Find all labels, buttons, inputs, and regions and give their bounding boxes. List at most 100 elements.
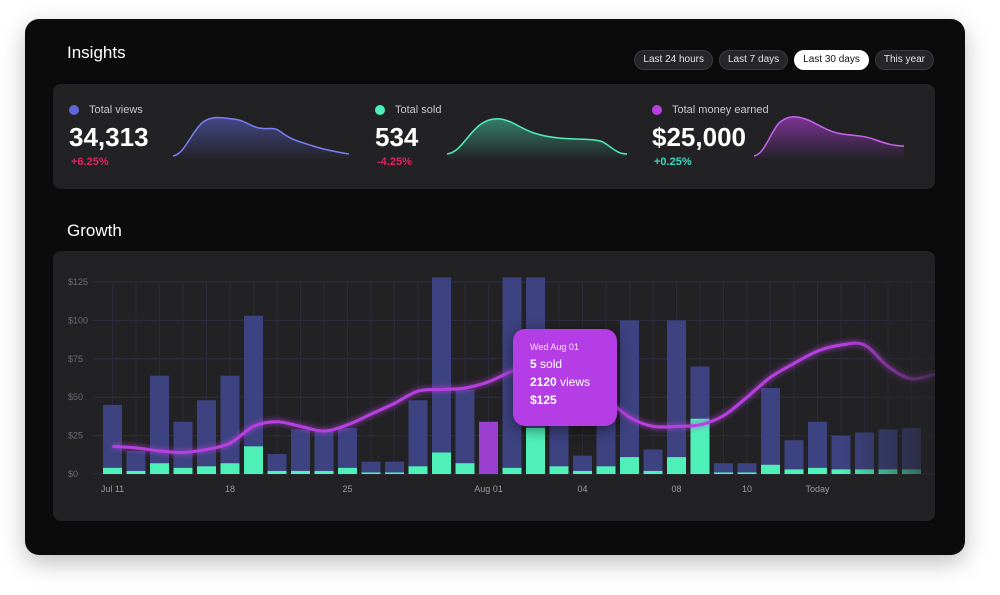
tooltip-money: $125 <box>530 393 557 407</box>
stat-label: Total money earned <box>672 104 769 116</box>
sold-bar[interactable] <box>761 464 780 474</box>
sold-bar[interactable] <box>150 463 169 474</box>
sold-bar[interactable] <box>267 470 287 474</box>
sold-bar[interactable] <box>361 472 381 474</box>
views-bar[interactable] <box>432 277 451 474</box>
stat-total-money-earned[interactable]: Total money earned $25,000 +0.25% <box>652 84 922 189</box>
total-money-legend-dot <box>652 105 662 115</box>
views-bar[interactable] <box>197 400 216 474</box>
y-tick-label: $25 <box>68 431 83 441</box>
sold-bar[interactable] <box>690 418 710 474</box>
chart-tooltip: Wed Aug 01 5 sold 2120 views $125 <box>513 329 617 426</box>
y-tick-label: $100 <box>68 315 88 325</box>
chart-fade-overlay <box>843 251 935 481</box>
views-bar[interactable] <box>267 454 287 474</box>
views-bar[interactable] <box>126 450 146 474</box>
views-bar[interactable] <box>150 375 169 474</box>
x-tick-label: Today <box>805 484 830 494</box>
sold-bar[interactable] <box>173 467 193 474</box>
dashboard-window: Insights Last 24 hours Last 7 days Last … <box>25 19 965 555</box>
insights-title: Insights <box>67 43 126 62</box>
range-last-30-days[interactable]: Last 30 days <box>794 50 869 70</box>
x-tick-label: Aug 01 <box>474 484 503 494</box>
stat-change: +6.25% <box>71 156 109 168</box>
y-tick-label: $75 <box>68 354 83 364</box>
stat-total-views[interactable]: Total views 34,313 +6.25% <box>69 84 359 189</box>
views-bar[interactable] <box>244 315 263 474</box>
views-bar[interactable] <box>408 400 428 474</box>
views-bar[interactable] <box>314 429 334 474</box>
total-views-legend-dot <box>69 105 79 115</box>
views-bar[interactable] <box>385 461 404 474</box>
views-bar[interactable] <box>338 427 357 474</box>
sold-bar[interactable] <box>502 467 522 474</box>
stats-card: Total views 34,313 +6.25% Total sold <box>53 84 935 189</box>
tooltip-views-label: views <box>560 375 591 389</box>
views-bar[interactable] <box>667 320 686 474</box>
views-bar[interactable] <box>549 424 569 474</box>
views-bar[interactable] <box>502 277 522 474</box>
sold-bar[interactable] <box>667 457 686 474</box>
views-bar[interactable] <box>103 404 122 474</box>
sold-bar[interactable] <box>596 466 616 474</box>
sold-bar[interactable] <box>432 452 451 474</box>
range-this-year[interactable]: This year <box>874 50 934 70</box>
sold-bar[interactable] <box>526 427 545 474</box>
total-sold-sparkline <box>447 118 627 160</box>
sold-bar[interactable] <box>126 470 146 474</box>
sold-bar[interactable] <box>831 469 851 474</box>
x-tick-label: 25 <box>342 484 352 494</box>
range-last-24-hours[interactable]: Last 24 hours <box>634 50 713 70</box>
sold-bar[interactable] <box>385 472 404 474</box>
y-tick-label: $0 <box>68 469 78 479</box>
sold-bar[interactable] <box>197 466 216 474</box>
sold-bar[interactable] <box>784 469 804 474</box>
x-tick-label: Jul 11 <box>101 484 124 494</box>
sold-bar[interactable] <box>714 472 733 474</box>
y-tick-label: $125 <box>68 277 88 287</box>
sold-bar[interactable] <box>291 470 310 474</box>
sold-bar[interactable] <box>244 446 263 474</box>
sold-bar[interactable] <box>620 457 639 474</box>
views-bar[interactable] <box>643 449 663 474</box>
x-tick-label: 10 <box>742 484 752 494</box>
views-bar[interactable] <box>173 421 193 474</box>
sold-bar[interactable] <box>455 463 475 474</box>
range-last-7-days[interactable]: Last 7 days <box>719 50 789 70</box>
tooltip-views-value: 2120 <box>530 375 557 389</box>
highlighted-views-bar[interactable] <box>479 421 498 474</box>
growth-title: Growth <box>67 221 122 240</box>
x-tick-label: 04 <box>577 484 587 494</box>
growth-chart: $0 $25 $50 $75 $100 $125 Jul 11 18 25 Aug 01 04 08 1… <box>68 251 935 494</box>
views-bar[interactable] <box>455 389 475 474</box>
views-bar[interactable] <box>573 455 592 474</box>
sold-bar[interactable] <box>314 470 334 474</box>
views-bar[interactable] <box>714 463 733 474</box>
stat-total-sold[interactable]: Total sold 534 -4.25% <box>375 84 665 189</box>
sold-bar[interactable] <box>573 470 592 474</box>
views-bar[interactable] <box>291 429 310 474</box>
sold-bar[interactable] <box>643 470 663 474</box>
views-bar[interactable] <box>220 375 240 474</box>
views-bar[interactable] <box>784 440 804 474</box>
tooltip-sold-label: sold <box>540 357 563 371</box>
sold-bar[interactable] <box>103 467 122 474</box>
x-tick-label: 18 <box>225 484 235 494</box>
views-bar[interactable] <box>737 463 757 474</box>
sold-bar[interactable] <box>737 472 757 474</box>
sold-bar[interactable] <box>549 466 569 474</box>
views-bar[interactable] <box>808 421 827 474</box>
views-bar[interactable] <box>761 387 780 474</box>
sold-bar[interactable] <box>408 466 428 474</box>
sold-bar[interactable] <box>338 467 357 474</box>
views-bar[interactable] <box>361 461 381 474</box>
stat-label: Total sold <box>395 104 442 116</box>
x-tick-label: 08 <box>671 484 681 494</box>
total-money-sparkline <box>754 116 904 160</box>
views-bar[interactable] <box>620 320 639 474</box>
sold-bar[interactable] <box>220 463 240 474</box>
growth-chart-card: $0 $25 $50 $75 $100 $125 Jul 11 18 25 Aug 01 04 08 1… <box>53 251 935 521</box>
sold-bar[interactable] <box>808 467 827 474</box>
total-sold-legend-dot <box>375 105 385 115</box>
stat-value: 34,313 <box>69 122 149 152</box>
